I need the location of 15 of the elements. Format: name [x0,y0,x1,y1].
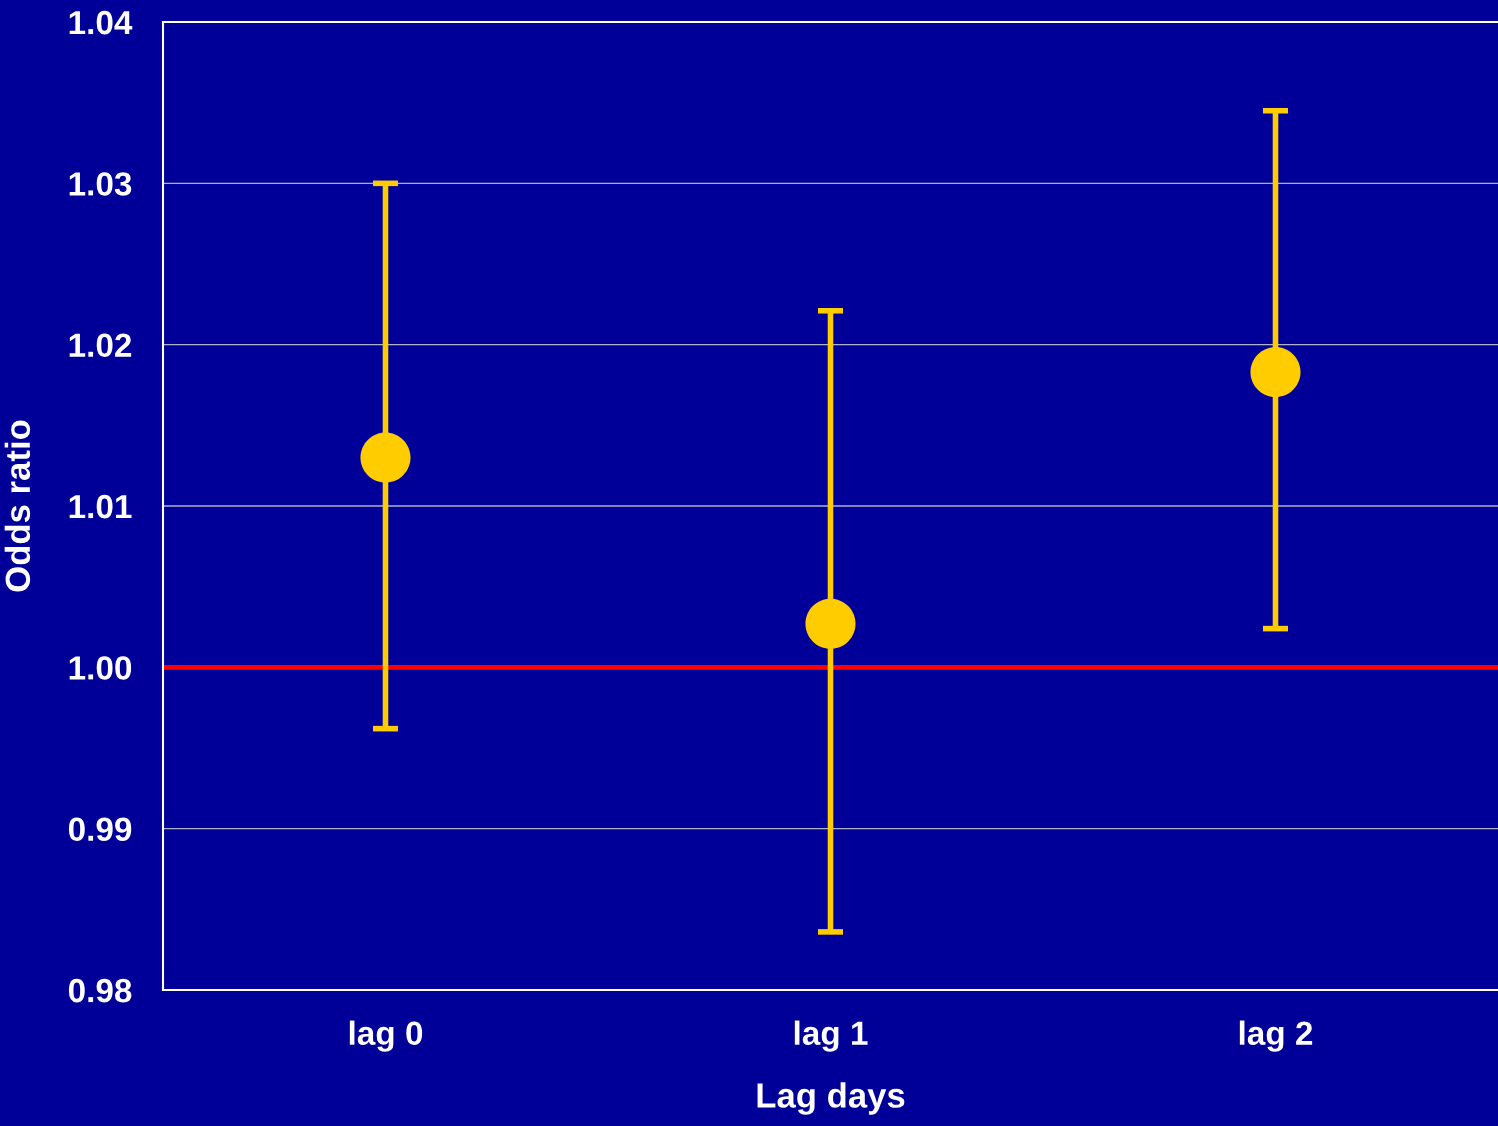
y-tick-label: 1.00 [69,656,132,680]
y-axis-title: Odds ratio [4,420,31,592]
point [805,598,856,649]
point [360,432,411,483]
y-tick-label: 0.98 [68,978,132,1003]
x-tick-label: lag 2 [1239,1020,1313,1052]
x-tick-label: lag 0 [349,1020,423,1052]
y-tick-label: 1.04 [69,10,133,35]
point [1250,347,1301,398]
x-tick-label: lag 1 [794,1020,868,1052]
y-tick-label: 1.01 [69,494,132,519]
y-tick-label: 1.03 [69,172,132,196]
y-tick-label: 1.02 [69,333,132,358]
y-tick-label: 0.99 [68,817,132,842]
x-axis-title: Lag days [757,1082,905,1115]
